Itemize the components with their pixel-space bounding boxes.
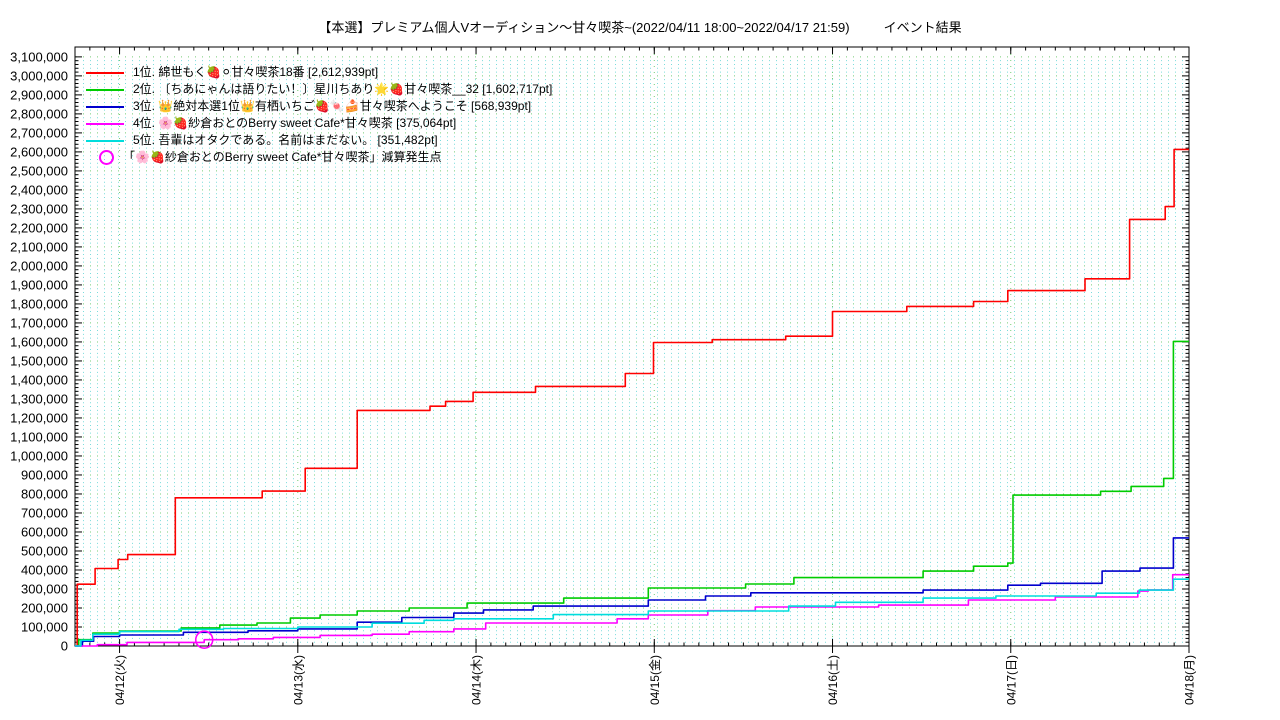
y-axis-label: 200,000: [21, 600, 68, 615]
legend-line-swatch: [86, 105, 124, 108]
y-axis-label: 1,800,000: [10, 296, 68, 311]
legend-item-rank-1: 1位. 綿世もく🍓⚪甘々喫茶18番 [2,612,939pt]: [86, 64, 552, 81]
deduction-circle-icon: [99, 150, 114, 165]
series-line-rank-1: [75, 148, 1189, 647]
y-axis-label: 1,000,000: [10, 448, 68, 463]
y-axis-label: 2,000,000: [10, 258, 68, 273]
legend-item-deduction-point: 「🌸🍓紗倉おとのBerry sweet Cafe*甘々喫茶」減算発生点: [86, 149, 552, 166]
y-axis-label: 2,500,000: [10, 163, 68, 178]
legend-label: 3位. 👑絶対本選1位👑有栖いちご🍓🍬🍰甘々喫茶へようこそ [568,939pt…: [133, 99, 532, 113]
y-axis-label: 1,400,000: [10, 372, 68, 387]
y-axis-label: 1,700,000: [10, 315, 68, 330]
series-line-rank-4: [75, 573, 1189, 647]
x-axis-label: 04/17(日): [1004, 655, 1018, 705]
y-axis-label: 1,300,000: [10, 391, 68, 406]
legend-label: 4位. 🌸🍓紗倉おとのBerry sweet Cafe*甘々喫茶 [375,06…: [133, 116, 457, 130]
y-axis-label: 2,400,000: [10, 182, 68, 197]
deduction-point-marker: [194, 630, 214, 650]
x-axis-label: 04/13(水): [291, 655, 305, 705]
y-axis-label: 400,000: [21, 562, 68, 577]
y-axis-label: 0: [61, 639, 68, 654]
series-line-rank-3: [75, 537, 1189, 647]
y-axis-label: 2,800,000: [10, 106, 68, 121]
legend-item-rank-2: 2位. 〔ちあにゃんは語りたい！〕星川ちあり🌟🍓甘々喫茶__32 [1,602,…: [86, 81, 552, 98]
y-axis-label: 1,600,000: [10, 334, 68, 349]
chart-title-suffix: イベント結果: [883, 20, 962, 35]
plot-frame: [74, 46, 1190, 647]
y-axis-label: 3,100,000: [10, 49, 68, 64]
legend-item-rank-3: 3位. 👑絶対本選1位👑有栖いちご🍓🍬🍰甘々喫茶へようこそ [568,939pt…: [86, 98, 552, 115]
y-axis-label: 2,700,000: [10, 125, 68, 140]
legend-line-swatch: [86, 88, 124, 91]
y-axis-label: 600,000: [21, 524, 68, 539]
legend-item-rank-5: 5位. 吾輩はオタクである。名前はまだない。 [351,482pt]: [86, 132, 552, 149]
y-axis-label: 900,000: [21, 467, 68, 482]
y-axis-label: 2,100,000: [10, 239, 68, 254]
x-axis-label: 04/14(木): [470, 655, 484, 705]
chart-title: 【本選】プレミアム個人Vオーディション〜甘々喫茶~(2022/04/11 18:…: [0, 17, 1280, 36]
legend-label: 2位. 〔ちあにゃんは語りたい！〕星川ちあり🌟🍓甘々喫茶__32 [1,602,…: [133, 82, 553, 96]
y-axis-label: 2,300,000: [10, 201, 68, 216]
y-axis-label: 500,000: [21, 543, 68, 558]
y-axis-label: 1,100,000: [10, 429, 68, 444]
y-axis-label: 700,000: [21, 505, 68, 520]
legend-line-swatch: [86, 139, 124, 142]
y-axis-label: 2,900,000: [10, 87, 68, 102]
y-axis-label: 1,500,000: [10, 353, 68, 368]
legend-label: 1位. 綿世もく🍓⚪甘々喫茶18番 [2,612,939pt]: [133, 65, 379, 79]
legend-line-swatch: [86, 122, 124, 125]
y-axis-label: 100,000: [21, 619, 68, 634]
y-axis-label: 3,000,000: [10, 68, 68, 83]
legend-label: 「🌸🍓紗倉おとのBerry sweet Cafe*甘々喫茶」減算発生点: [123, 150, 442, 164]
y-axis-label: 2,200,000: [10, 220, 68, 235]
series-line-rank-2: [75, 340, 1189, 647]
y-axis-label: 800,000: [21, 486, 68, 501]
chart-title-main: 【本選】プレミアム個人Vオーディション〜甘々喫茶~(2022/04/11 18:…: [318, 20, 850, 35]
x-axis-label: 04/16(土): [826, 655, 840, 705]
legend-line-swatch: [86, 71, 124, 74]
y-axis-label: 1,200,000: [10, 410, 68, 425]
y-axis-label: 1,900,000: [10, 277, 68, 292]
x-axis-label: 04/18(月): [1183, 655, 1197, 705]
series-line-rank-5: [75, 578, 1189, 647]
y-axis-label: 2,600,000: [10, 144, 68, 159]
y-axis-label: 300,000: [21, 581, 68, 596]
x-axis-label: 04/12(火): [113, 655, 127, 705]
x-axis-label: 04/15(金): [647, 655, 662, 705]
chart-legend: 1位. 綿世もく🍓⚪甘々喫茶18番 [2,612,939pt] 2位. 〔ちあにゃ…: [86, 64, 552, 166]
legend-label: 5位. 吾輩はオタクである。名前はまだない。 [351,482pt]: [133, 133, 438, 147]
legend-item-rank-4: 4位. 🌸🍓紗倉おとのBerry sweet Cafe*甘々喫茶 [375,06…: [86, 115, 552, 132]
